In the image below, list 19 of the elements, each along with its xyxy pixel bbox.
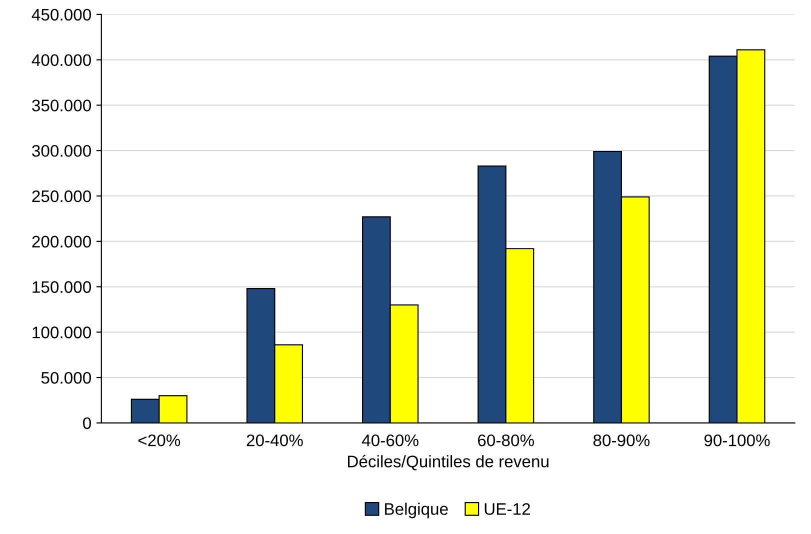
- legend-label: Belgique: [385, 502, 448, 518]
- x-axis-title: Déciles/Quintiles de revenu: [348, 454, 548, 470]
- x-tick-label: 20-40%: [246, 434, 303, 446]
- y-tick-label: 150.000: [32, 281, 92, 293]
- y-tick-label: 350.000: [32, 100, 92, 112]
- y-tick-label: 450.000: [32, 8, 92, 21]
- x-tick-label: 40-60%: [362, 434, 418, 446]
- y-tick-label: 50.000: [41, 372, 92, 384]
- y-tick-label: 300.000: [32, 144, 92, 157]
- legend-label: UE-12: [484, 503, 530, 515]
- x-tick-label: 90-100%: [704, 434, 770, 446]
- y-tick-label: 0: [83, 417, 91, 430]
- y-tick-label: 100.000: [32, 326, 92, 338]
- y-tick-label: 250.000: [32, 190, 92, 202]
- x-tick-label: <20%: [138, 434, 180, 446]
- x-tick-label: 60-80%: [478, 434, 534, 446]
- y-tick-label: 200.000: [32, 236, 92, 248]
- y-tick-label: 400.000: [32, 54, 92, 66]
- x-tick-label: 80-90%: [593, 434, 650, 446]
